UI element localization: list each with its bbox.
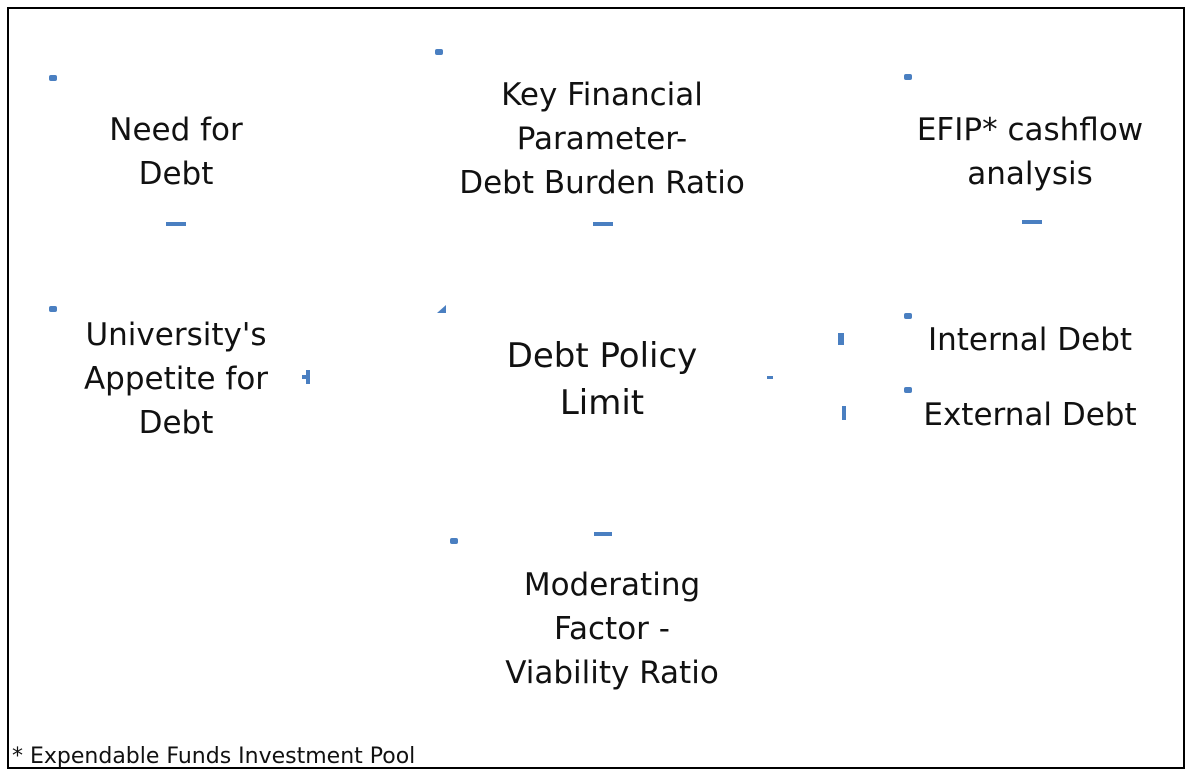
node-label: External Debt (923, 397, 1136, 433)
tick (1022, 220, 1042, 224)
tick (594, 532, 612, 536)
dot (450, 538, 458, 544)
node-label: Key Financial (501, 77, 703, 113)
node-label: Internal Debt (928, 322, 1132, 358)
node-label: Debt (139, 156, 214, 192)
node-label: Appetite for (84, 361, 268, 397)
footnote: * Expendable Funds Investment Pool (12, 744, 415, 769)
node-label: Limit (560, 383, 644, 423)
tick (593, 222, 613, 226)
dot (904, 74, 912, 80)
tick (437, 305, 446, 313)
node-label: Moderating (524, 567, 700, 603)
connectors (49, 49, 1042, 544)
tick (306, 370, 310, 384)
node-label: EFIP* cashflow (917, 112, 1143, 148)
dot (904, 387, 912, 393)
node-label: University's (85, 317, 266, 353)
dot (904, 313, 912, 319)
node-label: Debt Policy (507, 336, 698, 376)
node-label: Debt Burden Ratio (459, 165, 745, 201)
tick (166, 222, 186, 226)
dot (435, 49, 443, 55)
node-label: Viability Ratio (505, 655, 719, 691)
node-label: Need for (109, 112, 243, 148)
node-label: Parameter- (517, 121, 688, 157)
tick (838, 333, 844, 345)
node-label: analysis (967, 156, 1093, 192)
tick (767, 376, 773, 379)
frame (7, 7, 1185, 769)
dot (49, 75, 57, 81)
node-label: Debt (139, 405, 214, 441)
tick (842, 406, 846, 420)
dot (49, 306, 57, 312)
node-label: Factor - (554, 611, 670, 647)
